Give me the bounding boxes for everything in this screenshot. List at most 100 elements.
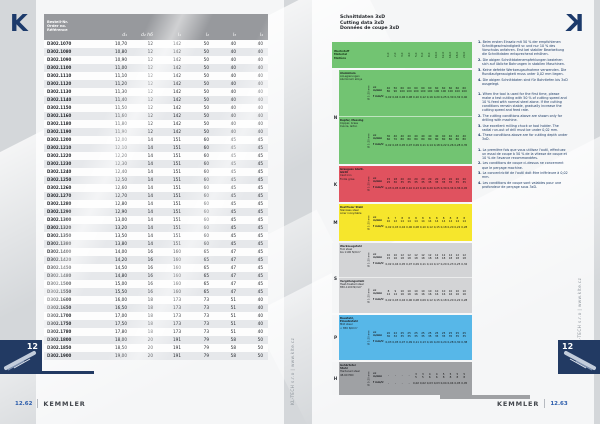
dimension-cell: 40 (257, 97, 263, 102)
feed-value: 0,04 (440, 380, 447, 385)
dimension-cell: 12 (147, 97, 153, 102)
vc-value: 20 35 (434, 177, 439, 184)
material-row: Gehärteter Stahl Hardened steel 48-60 HRC Ø… (339, 362, 472, 395)
dimension-cell: 45 (257, 233, 263, 238)
feed-value: 0,02 (419, 380, 426, 385)
dimension-cell: 40 (257, 105, 263, 110)
dimension-cell: 50 (203, 121, 209, 126)
dimension-cell: 191 (173, 353, 181, 358)
dimension-cell: 45 (257, 281, 263, 286)
dimension-cell: 79 (203, 337, 209, 342)
vc-value: - (394, 373, 396, 377)
vc-value: 40 80 (407, 133, 411, 141)
table-row: D302.1100 11,00 12 142 50 40 40 (44, 64, 268, 72)
watermark-url-right: KL-TECH s.r.o | www.klte.cz (577, 277, 582, 345)
feed-value: 0,04 (392, 262, 399, 266)
feed-label: f mm/U (373, 262, 384, 266)
brand-name: KEMMLER (497, 399, 540, 408)
feed-value: 0,15 (433, 297, 440, 302)
dimension-cell: 60 (203, 153, 209, 158)
dimension-cell: 60 (203, 201, 209, 206)
dimension-cell: 16,00 (115, 297, 127, 302)
dimension-cell: 45 (257, 153, 263, 158)
order-number-cell: D302.1700 (47, 313, 72, 318)
dimension-cell: 45 (230, 233, 236, 238)
dimension-cell: 151 (173, 209, 181, 214)
table-row: D302.1140 11,40 12 142 50 40 40 (44, 96, 268, 104)
table-row: D302.1250 12,50 14 151 60 45 45 (44, 176, 268, 184)
order-number-cell: D302.1140 (47, 97, 72, 102)
vc-value: 40 80 (448, 133, 453, 141)
vc-value: 10 16 (448, 288, 453, 296)
dimension-cell: 11,00 (115, 65, 127, 70)
dimension-cell: 50 (257, 353, 263, 358)
feed-value: 0,03 (392, 297, 399, 302)
dimension-cell: 40 (230, 49, 236, 54)
table-row: D302.1300 13,00 14 151 60 45 45 (44, 216, 268, 224)
material-bands: N Aluminium Al-Legierungen Aluminium alloys… (332, 70, 472, 395)
vc-value: 10 15 (386, 253, 391, 260)
order-number-cell: D302.1420 (47, 257, 72, 262)
vc-value: 20 35 (400, 177, 404, 184)
vc-value: 12 18 (400, 253, 404, 260)
order-number-cell: D302.1750 (47, 321, 72, 326)
dimension-cell: 14 (147, 225, 153, 230)
vc-value: - (401, 373, 403, 377)
dimension-cell: 151 (173, 153, 181, 158)
table-row: D302.1090 10,90 12 142 50 40 40 (44, 56, 268, 64)
dimension-cell: 47 (230, 257, 236, 262)
dimension-cell: 45 (257, 177, 263, 182)
feed-label: f mm/U (373, 224, 384, 228)
order-number-cell: D302.1080 (47, 49, 72, 54)
dimension-cell: 12 (147, 41, 153, 46)
order-number-cell: D302.1280 (47, 201, 72, 206)
dimension-cell: 58 (230, 353, 236, 358)
feed-value: 0,10 (419, 224, 426, 229)
dimension-cell: 14 (147, 177, 153, 182)
dimension-cell: 40 (230, 89, 236, 94)
feed-value: 0,16 (419, 186, 426, 190)
material-name: Aluminium Al-Legierungen Aluminium alloys (340, 72, 363, 82)
dimension-cell: 60 (203, 185, 209, 190)
vc-row: vc m/min 6 10 7 12 8 14 8 14 8 14 8 14 8 14 8 14 8 14 8 14 8 1… (373, 215, 472, 224)
feed-label: f mm/U (373, 186, 384, 190)
diameter-label: 1,0 (386, 52, 390, 58)
dimension-cell: 40 (230, 129, 236, 134)
feed-value: 0,15 (433, 224, 440, 229)
dimension-cell: 14 (147, 153, 153, 158)
vc-value: 10 16 (421, 288, 425, 296)
dimension-cell: 16 (147, 281, 153, 286)
feed-value: 0,18 (440, 224, 447, 229)
table-row: D302.1190 11,90 12 142 50 40 40 (44, 128, 268, 136)
table-row: D302.1230 12,30 14 151 60 45 45 (44, 160, 268, 168)
dimension-cell: 173 (173, 297, 181, 302)
dimension-cell: 16 (147, 257, 153, 262)
dimension-cell: 18,00 (115, 337, 127, 342)
order-number-cell: D302.1220 (47, 153, 72, 158)
dimension-cell: 173 (173, 321, 181, 326)
feed-value: 0,10 (413, 95, 419, 99)
dimension-cell: 47 (230, 281, 236, 286)
vc-value: 7 12 (393, 215, 398, 223)
dimension-cell: 45 (230, 185, 236, 190)
vc-label: vc m/min (373, 177, 383, 183)
dimension-cell: 151 (173, 145, 181, 150)
feed-value: 0,03 (433, 380, 440, 385)
dimension-cell: 18 (147, 329, 153, 334)
dimension-cell: 11,80 (115, 121, 127, 126)
dimension-cell: 14 (147, 241, 153, 246)
feed-value: 0,03 (385, 339, 392, 344)
dimension-cell: 45 (230, 225, 236, 230)
feed-value: 0,02 (413, 380, 419, 385)
feed-value: 0,05 (392, 186, 399, 190)
vc-value: 20 35 (407, 177, 411, 184)
dimension-cell: 58 (230, 337, 236, 342)
note-item: 1. When the tool is used for the first t… (478, 91, 567, 113)
material-row: Vergütungsstahl Heat-treated steel 850-110… (339, 278, 472, 313)
feed-value: 0,04 (447, 380, 454, 385)
order-number-header: Bestell-Nr. Order no. Référence (47, 19, 69, 33)
material-row: Rostfreier Stahl Stainless steel Acier ino… (339, 204, 472, 241)
feed-value: 0,20 (433, 339, 440, 344)
